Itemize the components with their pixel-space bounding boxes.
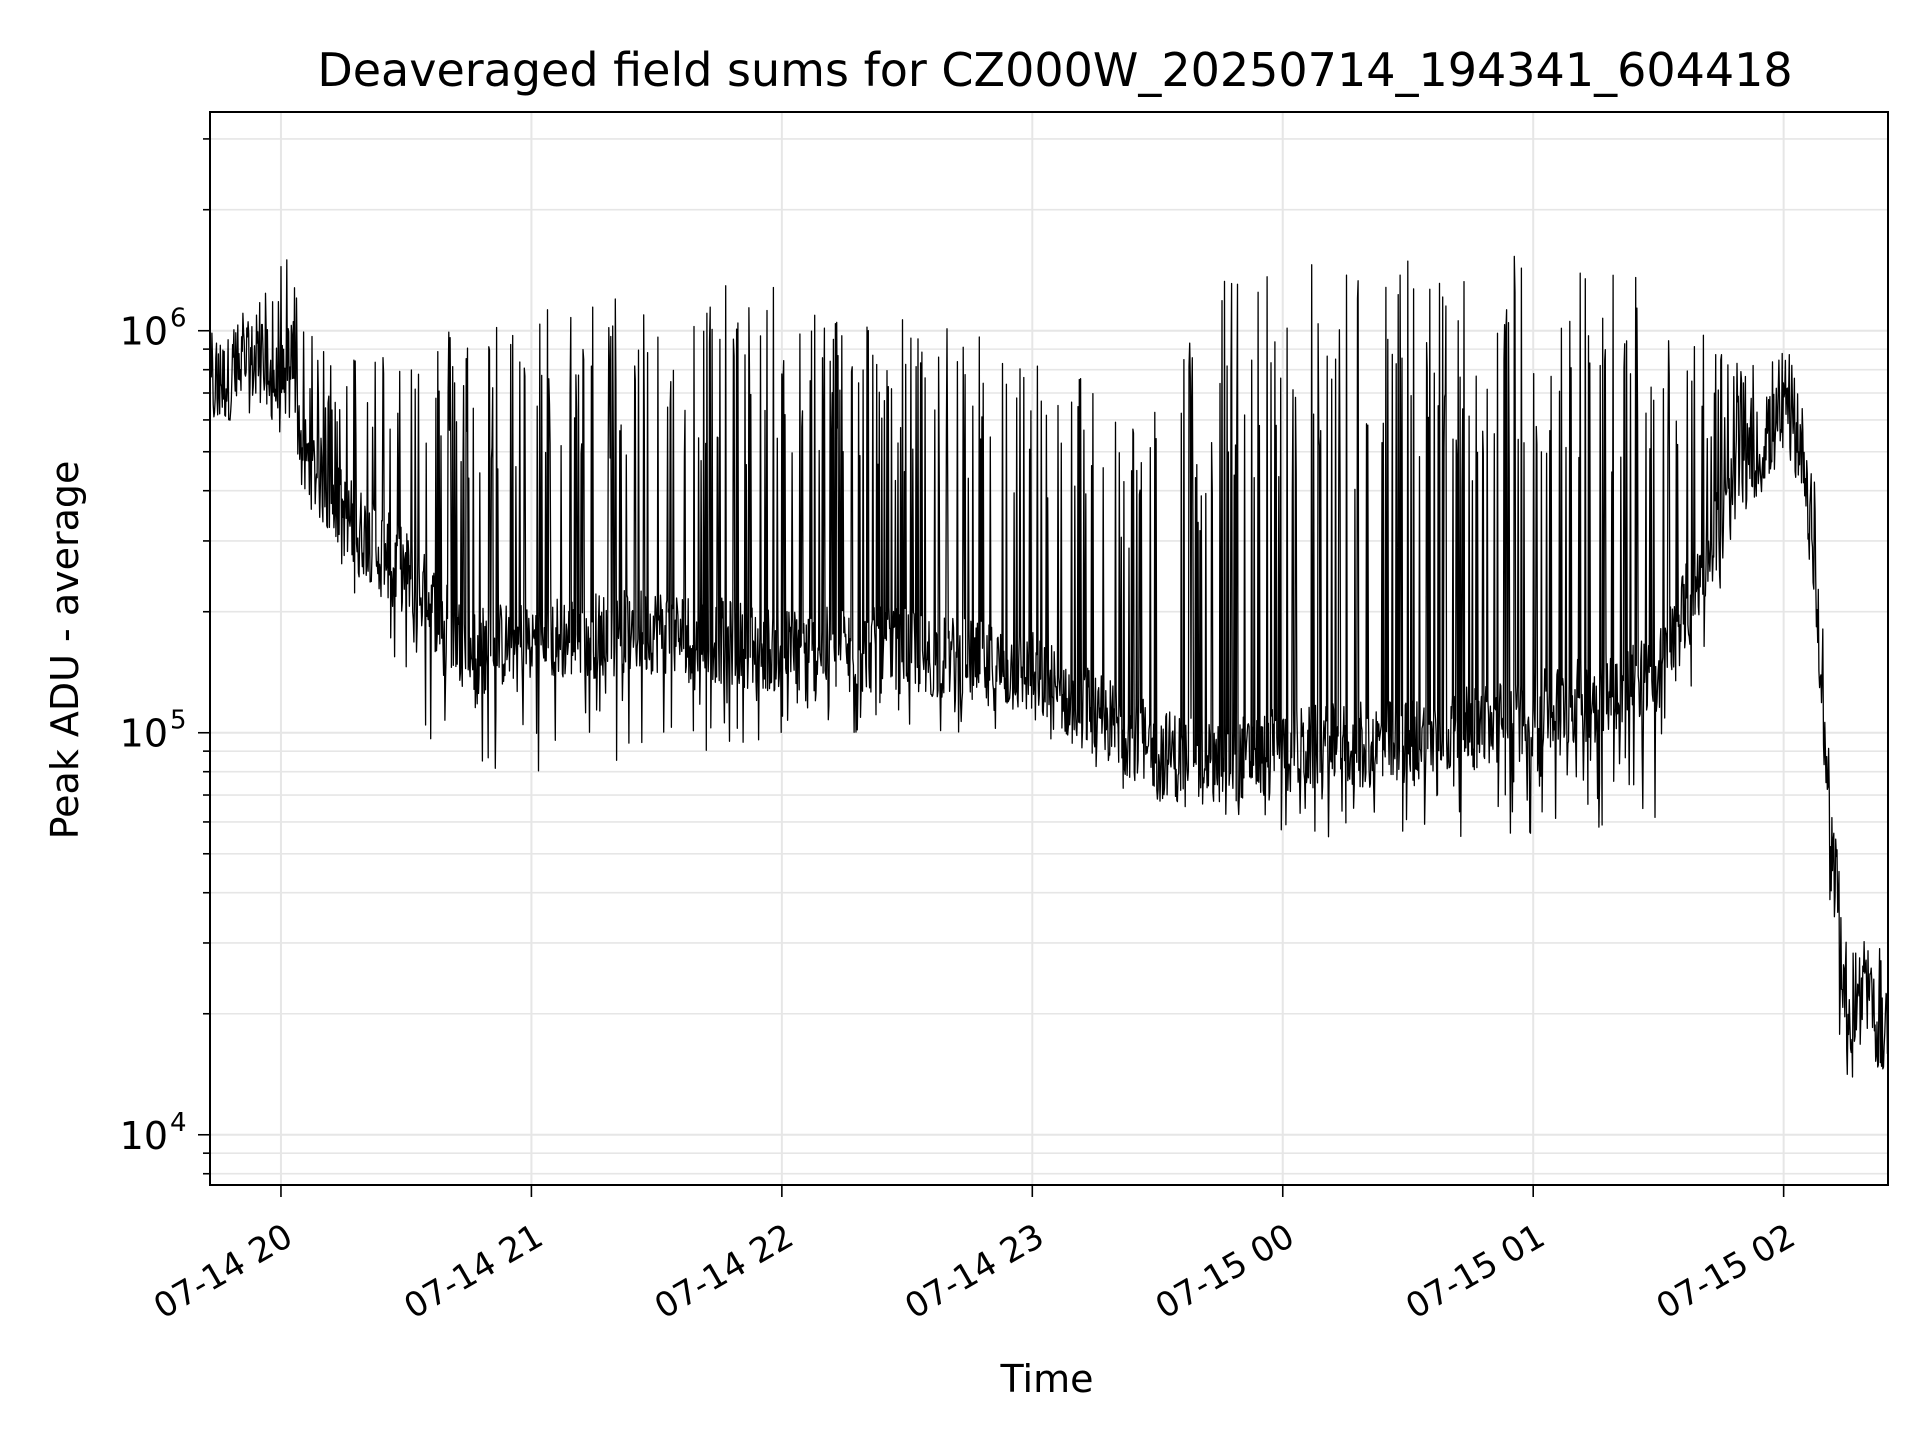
y-tick-exponent: 4 [170,1108,187,1138]
x-tick-label: 07-15 01 [1399,1216,1551,1327]
axes [209,111,1889,1186]
plot-area [209,255,1889,1078]
chart-title: Deaveraged field sums for CZ000W_2025071… [317,43,1792,97]
x-tick-label: 07-15 00 [1149,1216,1301,1327]
y-tick-label: 10 [120,310,168,354]
y-tick-label: 10 [120,712,168,756]
grid-lines [198,112,1888,1185]
y-tick-exponent: 6 [170,304,187,334]
x-tick-label: 07-14 20 [147,1216,299,1327]
series-line [209,255,1889,1078]
x-tick-label: 07-14 22 [648,1216,800,1327]
axes-frame [209,111,1889,1186]
x-tick-label: 07-15 02 [1650,1216,1802,1327]
x-tick-label: 07-14 21 [398,1216,550,1327]
y-tick-exponent: 5 [170,706,187,736]
y-tick-label: 10 [120,1114,168,1158]
y-axis-label: Peak ADU - average [43,461,87,840]
x-axis-ticks: 07-14 20 07-14 21 07-14 22 07-14 23 07-15 00… [147,1185,1802,1327]
x-tick-label: 07-14 23 [898,1216,1050,1327]
x-axis-label: Time [1000,1357,1094,1401]
